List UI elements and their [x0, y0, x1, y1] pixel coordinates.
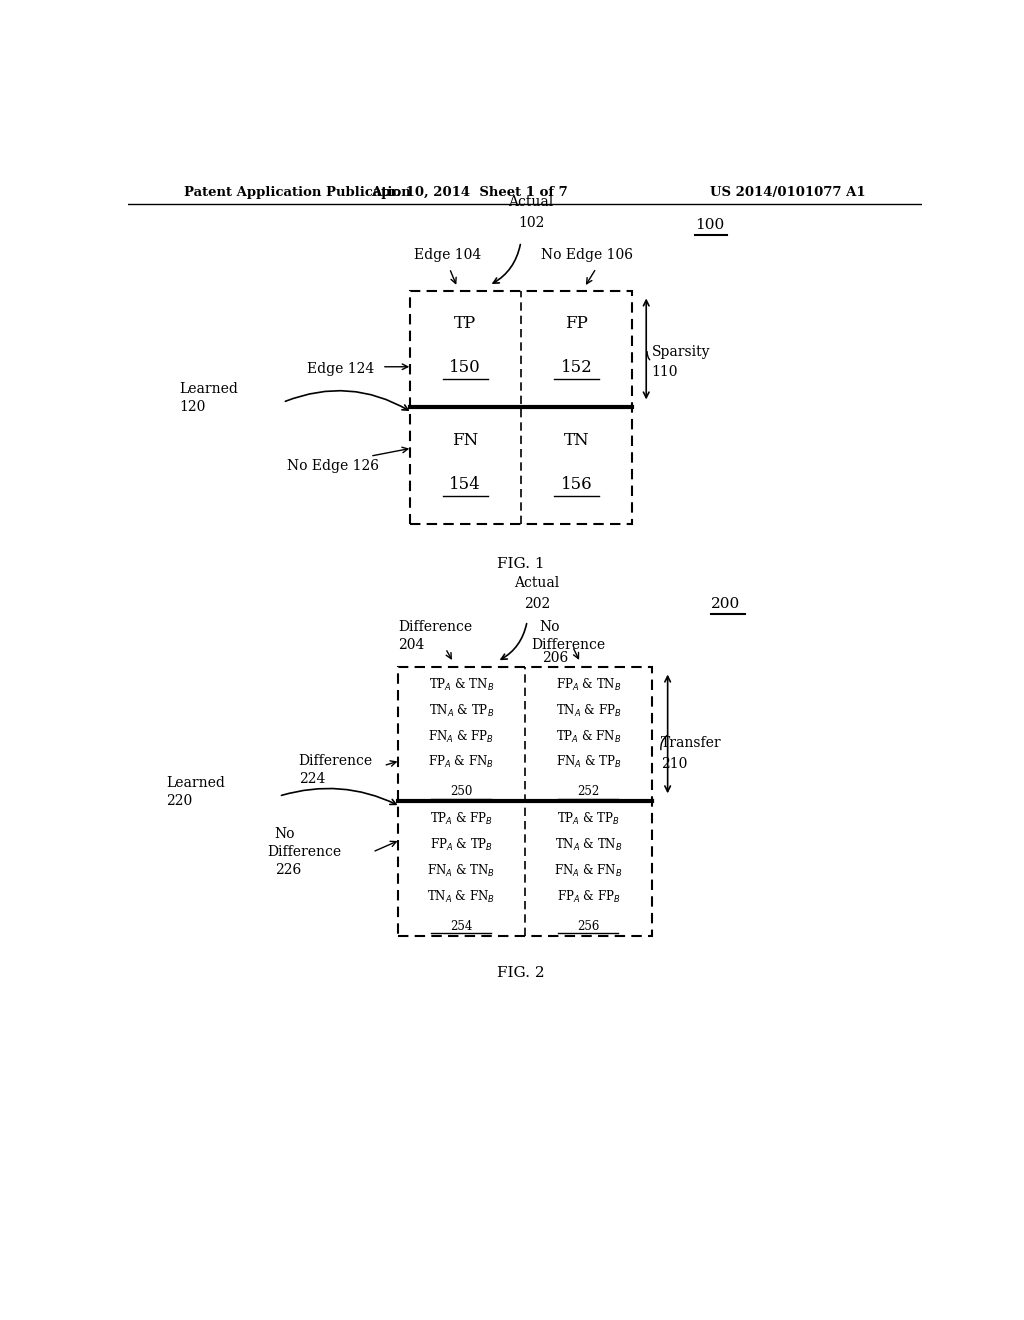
Text: No Edge 126: No Edge 126: [287, 459, 379, 474]
Text: 256: 256: [578, 920, 599, 933]
Text: US 2014/0101077 A1: US 2014/0101077 A1: [711, 186, 866, 199]
Text: Difference: Difference: [299, 754, 373, 768]
Text: FN$_A$ & FN$_B$: FN$_A$ & FN$_B$: [554, 863, 623, 879]
Text: Patent Application Publication: Patent Application Publication: [183, 186, 411, 199]
Text: 204: 204: [397, 639, 424, 652]
Bar: [397, 667, 652, 936]
Text: 200: 200: [712, 597, 740, 611]
Text: FP$_A$ & FN$_B$: FP$_A$ & FN$_B$: [428, 754, 495, 771]
Text: 154: 154: [450, 475, 481, 492]
Text: TP$_A$ & TP$_B$: TP$_A$ & TP$_B$: [557, 812, 620, 828]
Text: TP$_A$ & FN$_B$: TP$_A$ & FN$_B$: [556, 729, 621, 744]
Text: FN$_A$ & FP$_B$: FN$_A$ & FP$_B$: [428, 729, 495, 744]
Text: Actual: Actual: [509, 195, 554, 210]
Text: Difference: Difference: [531, 639, 605, 652]
Text: TP: TP: [455, 315, 476, 333]
Text: FP$_A$ & TP$_B$: FP$_A$ & TP$_B$: [430, 837, 493, 853]
Text: TP$_A$ & FP$_B$: TP$_A$ & FP$_B$: [430, 812, 493, 828]
Text: FN$_A$ & TP$_B$: FN$_A$ & TP$_B$: [556, 754, 621, 771]
Text: FIG. 2: FIG. 2: [497, 966, 545, 981]
Text: TN$_A$ & TN$_B$: TN$_A$ & TN$_B$: [555, 837, 622, 853]
Text: 210: 210: [662, 756, 688, 771]
Text: TN$_A$ & TP$_B$: TN$_A$ & TP$_B$: [429, 702, 494, 718]
Text: TN$_A$ & FP$_B$: TN$_A$ & FP$_B$: [556, 702, 621, 718]
Text: 150: 150: [450, 359, 481, 376]
Text: Learned: Learned: [166, 776, 225, 789]
Text: Apr. 10, 2014  Sheet 1 of 7: Apr. 10, 2014 Sheet 1 of 7: [371, 186, 567, 199]
Text: Difference: Difference: [267, 845, 341, 859]
Text: FP$_A$ & FP$_B$: FP$_A$ & FP$_B$: [557, 890, 620, 906]
Text: 110: 110: [652, 364, 678, 379]
Text: 206: 206: [543, 651, 568, 664]
Text: Sparsity: Sparsity: [652, 345, 711, 359]
Text: Learned: Learned: [179, 381, 239, 396]
Text: Transfer: Transfer: [662, 737, 722, 751]
Text: No Edge 106: No Edge 106: [541, 248, 633, 263]
Text: TN$_A$ & FN$_B$: TN$_A$ & FN$_B$: [427, 890, 496, 906]
Text: 250: 250: [451, 785, 472, 797]
Text: FN$_A$ & TN$_B$: FN$_A$ & TN$_B$: [427, 863, 496, 879]
Text: 220: 220: [166, 795, 193, 808]
Text: FN: FN: [453, 432, 478, 449]
Text: 224: 224: [299, 772, 325, 785]
Text: FIG. 1: FIG. 1: [497, 557, 545, 570]
Text: 102: 102: [518, 215, 545, 230]
Text: 100: 100: [695, 218, 725, 231]
Text: No: No: [274, 826, 295, 841]
Text: Edge 124: Edge 124: [306, 362, 374, 376]
Text: FP$_A$ & TN$_B$: FP$_A$ & TN$_B$: [556, 677, 621, 693]
Text: 202: 202: [523, 597, 550, 611]
Text: 120: 120: [179, 400, 206, 414]
Text: 152: 152: [560, 359, 592, 376]
Text: 226: 226: [274, 863, 301, 878]
Text: Actual: Actual: [514, 577, 559, 590]
Text: 254: 254: [451, 920, 472, 933]
Text: No: No: [539, 620, 559, 634]
Text: TN: TN: [563, 432, 589, 449]
Text: Edge 104: Edge 104: [414, 248, 481, 263]
Text: Difference: Difference: [397, 620, 472, 634]
Text: 252: 252: [578, 785, 599, 797]
Text: TP$_A$ & TN$_B$: TP$_A$ & TN$_B$: [429, 677, 494, 693]
Text: FP: FP: [565, 315, 588, 333]
Bar: [410, 290, 632, 524]
Text: 156: 156: [560, 475, 592, 492]
